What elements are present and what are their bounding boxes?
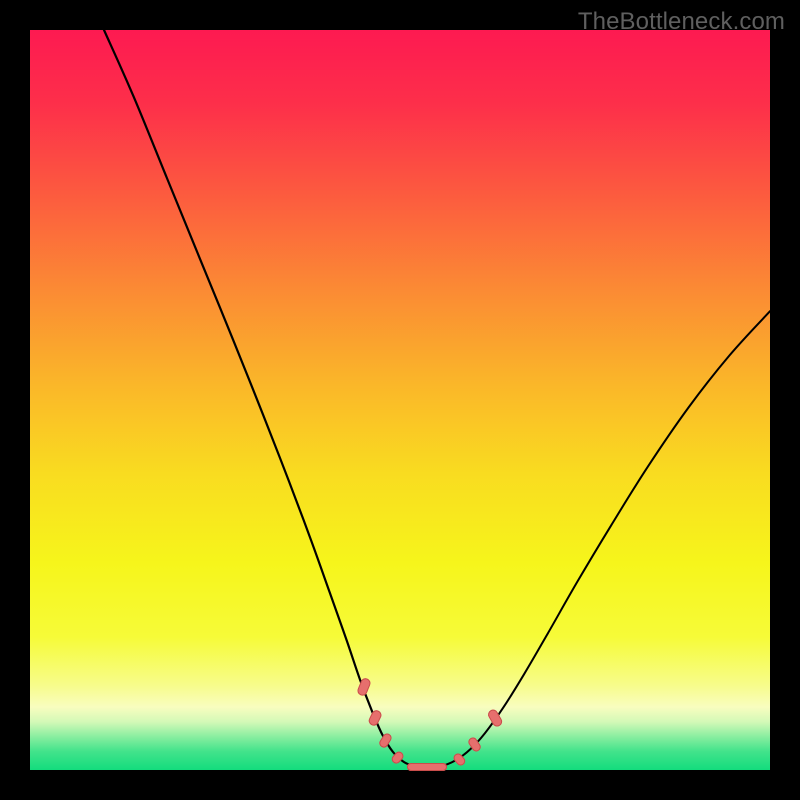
curve-right-branch bbox=[426, 311, 770, 768]
marker-4 bbox=[407, 763, 447, 772]
curve-left-branch bbox=[104, 30, 426, 768]
bottleneck-curve bbox=[0, 0, 800, 800]
chart-stage: TheBottleneck.com bbox=[0, 0, 800, 800]
